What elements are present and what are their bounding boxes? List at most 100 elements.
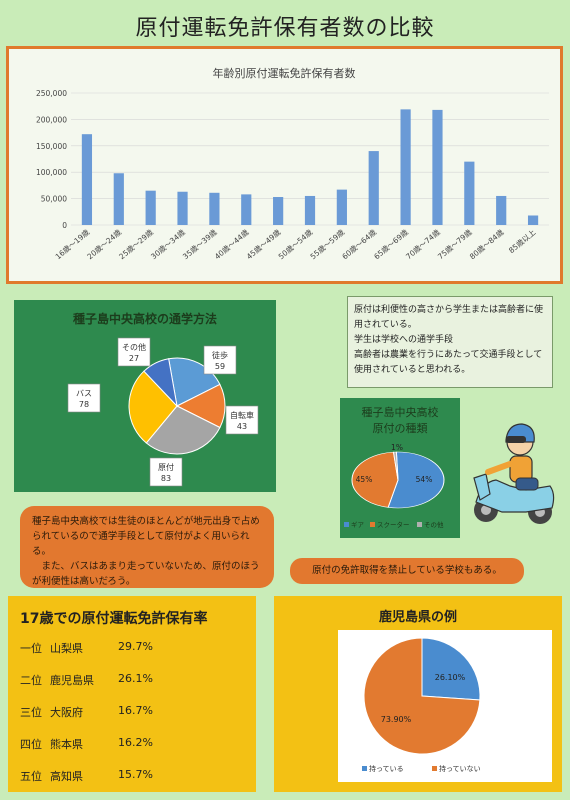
- svg-text:83: 83: [161, 474, 171, 483]
- kagoshima-panel: 鹿児島県の例 26.10% 73.90% 持っている 持っていない: [274, 596, 562, 792]
- kagoshima-slice: [363, 637, 481, 755]
- ranking-rate: 16.2%: [118, 736, 153, 749]
- svg-text:徒歩: 徒歩: [212, 350, 228, 360]
- age-bar-chart: 年齢別原付運転免許保有者数 250,000 200,000 150,000 100,00…: [36, 66, 549, 262]
- kagoshima-heading: 鹿児島県の例: [378, 610, 457, 625]
- ranking-pref: 熊本県: [50, 738, 83, 751]
- ranking-rank: 三位: [20, 706, 42, 719]
- ranking-rate: 16.7%: [118, 704, 153, 717]
- moped-slice: [387, 451, 445, 509]
- moped-value-label: 54%: [416, 475, 433, 484]
- svg-text:自転車: 自転車: [230, 410, 254, 420]
- moped-value-label: 45%: [356, 475, 373, 484]
- ranking-rate: 29.7%: [118, 640, 153, 653]
- moped-legend-label: ギア: [351, 521, 365, 529]
- y-tick-label: 50,000: [41, 195, 67, 204]
- ranking-rank: 五位: [20, 770, 42, 783]
- page-title: 原付運転免許保有者数の比較: [135, 16, 435, 41]
- moped-slice: [392, 451, 399, 481]
- ranking-rank: 一位: [20, 642, 42, 655]
- moped-type-pie-chart: 54% 45% 1% ギア スクーター その他: [344, 443, 445, 529]
- age-bar: [464, 161, 475, 225]
- note-line: また、バスはあまり走っていないため、原付のほうが利便性は高いだろう。: [32, 561, 260, 587]
- moped-value-label: 1%: [391, 443, 403, 452]
- x-tick-label: 80歳～84歳: [467, 227, 506, 262]
- svg-text:43: 43: [237, 422, 247, 431]
- ranking-pref: 鹿児島県: [50, 674, 94, 687]
- scooter-rider-illustration: [473, 423, 555, 524]
- commute-method-panel: 種子島中央高校の通学方法 徒歩 59 自転車 43 原付 83 バス 78 その他 27: [14, 300, 276, 492]
- moped-legend-label: その他: [424, 520, 444, 529]
- age-bar: [241, 194, 252, 225]
- commute-data-label: 自転車 43: [225, 405, 259, 435]
- moped-legend-swatch: [344, 522, 349, 527]
- age-bar: [113, 173, 124, 225]
- svg-text:27: 27: [129, 354, 139, 363]
- age-bar: [273, 197, 284, 225]
- moped-legend-label: スクーター: [377, 520, 410, 529]
- x-tick-label: 85歳以上: [506, 227, 537, 256]
- moped-type-panel: 種子島中央高校 原付の種類 54% 45% 1% ギア スクーター その他: [340, 398, 460, 538]
- age-bar: [145, 190, 156, 225]
- commute-pie-chart: 徒歩 59 自転車 43 原付 83 バス 78 その他 27: [67, 337, 259, 487]
- age-bar: [527, 215, 539, 225]
- ranking-rank: 四位: [20, 738, 42, 751]
- commute-data-label: 徒歩 59: [203, 345, 237, 375]
- svg-text:その他: その他: [122, 342, 146, 352]
- y-tick-label: 150,000: [36, 142, 67, 151]
- commute-data-label: 原付 83: [149, 457, 183, 487]
- kagoshima-legend-label: 持っていない: [439, 764, 481, 773]
- usage-note: 原付は利便性の高さから学生または高齢者に使用されている。学生は学校への通学手段高…: [347, 296, 553, 388]
- ranking-pref: 山梨県: [50, 642, 83, 655]
- kagoshima-legend-swatch: [432, 766, 437, 771]
- ranking-panel: 17歳での原付運転免許保有率 一位 山梨県 29.7% 二位 鹿児島県 26.1% 三位 大阪…: [8, 596, 256, 792]
- kagoshima-legend-swatch: [362, 766, 367, 771]
- kagoshima-value-label: 73.90%: [381, 715, 412, 724]
- ranking-rate: 26.1%: [118, 672, 153, 685]
- kagoshima-pie-chart: 26.10% 73.90% 持っている 持っていない: [362, 637, 481, 773]
- bar-chart-title: 年齢別原付運転免許保有者数: [213, 66, 356, 80]
- commute-note: 種子島中央高校では生徒のほとんどが地元出身で占められているので通学手段として原付…: [20, 506, 274, 588]
- svg-text:原付: 原付: [158, 462, 174, 472]
- license-ban-note: 原付の免許取得を禁止している学校もある。: [290, 558, 524, 584]
- age-bar: [177, 191, 188, 225]
- age-bar-chart-panel: 年齢別原付運転免許保有者数 250,000 200,000 150,000 100,00…: [6, 46, 563, 284]
- svg-text:59: 59: [215, 362, 225, 371]
- kagoshima-slice: [421, 637, 481, 701]
- moped-slice: [351, 451, 399, 508]
- commute-chart-title: 種子島中央高校の通学方法: [72, 312, 217, 326]
- ranking-rank: 二位: [20, 674, 42, 687]
- y-tick-label: 0: [62, 221, 67, 230]
- note-line: 高齢者は農業を行うにあたって交通手段として使用されていると思われる。: [354, 350, 543, 375]
- commute-slice: [128, 370, 178, 444]
- age-bar: [209, 192, 220, 225]
- age-bar: [432, 109, 443, 225]
- age-bar: [304, 195, 316, 225]
- svg-text:バス: バス: [76, 389, 92, 398]
- kagoshima-value-label: 26.10%: [435, 673, 466, 682]
- note-line: 原付は利便性の高さから学生または高齢者に使用されている。: [354, 305, 544, 330]
- usage-note-text: 原付は利便性の高さから学生または高齢者に使用されている。学生は学校への通学手段高…: [354, 303, 546, 378]
- ranking-heading: 17歳での原付運転免許保有率: [20, 611, 208, 627]
- commute-slice: [143, 358, 178, 408]
- note-line: 学生は学校への通学手段: [354, 335, 454, 345]
- age-bar: [336, 189, 347, 225]
- kagoshima-legend-label: 持っている: [369, 764, 404, 773]
- note-line: 種子島中央高校では生徒のほとんどが地元出身で占められているので通学手段として原付…: [32, 516, 260, 557]
- svg-text:78: 78: [79, 400, 89, 409]
- moped-type-title-2: 原付の種類: [372, 422, 428, 435]
- age-bar: [400, 109, 411, 225]
- y-tick-label: 200,000: [36, 115, 67, 124]
- age-bar: [496, 195, 507, 225]
- commute-note-text: 種子島中央高校では生徒のほとんどが地元出身で占められているので通学手段として原付…: [32, 514, 262, 589]
- kagoshima-chart-area: 26.10% 73.90% 持っている 持っていない: [338, 630, 552, 782]
- age-bar: [368, 151, 379, 225]
- moped-type-title-1: 種子島中央高校: [361, 406, 439, 419]
- ranking-pref: 大阪府: [50, 706, 83, 719]
- ranking-pref: 高知県: [50, 770, 83, 783]
- commute-data-label: バス 78: [67, 383, 101, 413]
- age-bar: [81, 134, 93, 225]
- commute-slice: [145, 405, 221, 455]
- commute-data-label: その他 27: [117, 337, 151, 367]
- moped-legend-swatch: [370, 522, 375, 527]
